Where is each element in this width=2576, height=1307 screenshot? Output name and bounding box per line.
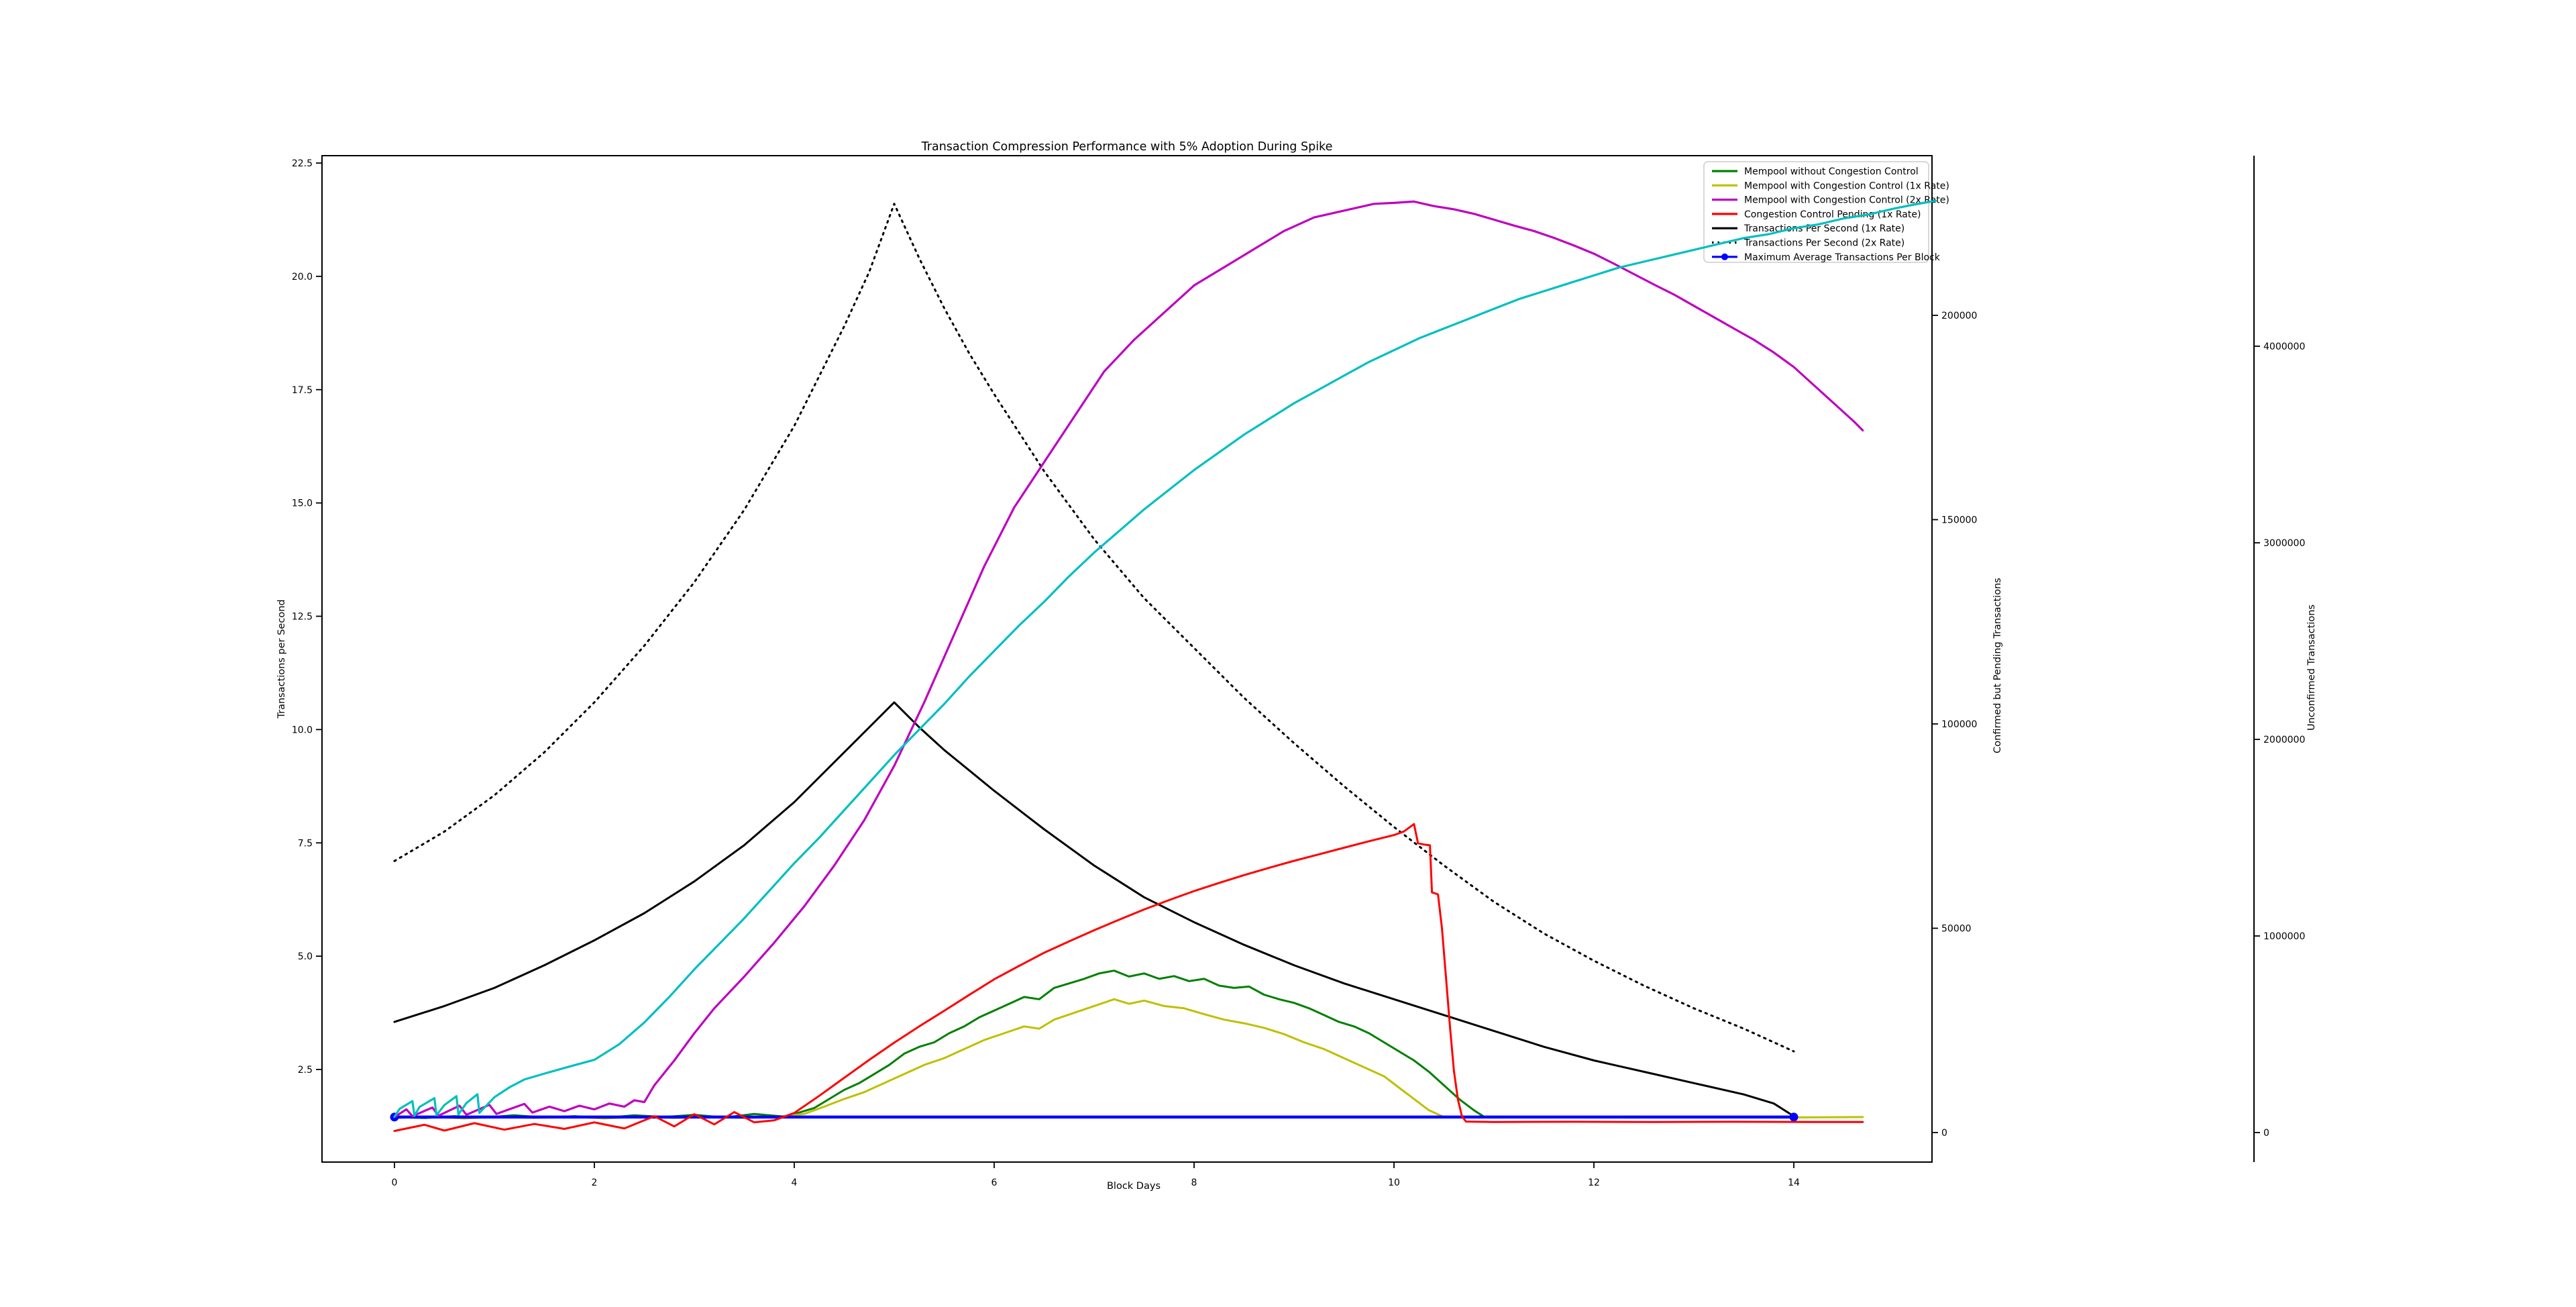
pending-tick-label: 0 [1941,1128,1947,1139]
x-tick-label: 0 [392,1178,398,1188]
x-tick-label: 12 [1588,1178,1600,1188]
legend-label: Transactions Per Second (2x Rate) [1743,238,1904,249]
legend-label: Mempool with Congestion Control (1x Rate… [1744,180,1949,191]
series-line-congestion-control-pending-1x-rate [393,823,1864,1133]
y-left-tick-label: 7.5 [298,838,313,849]
series-line-unconfirmed-transactions [393,199,1937,1118]
x-tick-label: 10 [1388,1178,1400,1188]
unconfirmed-tick-label: 0 [2263,1128,2269,1139]
legend: Mempool without Congestion Control Mempoo… [1703,161,1949,263]
unconfirmed-tick-label: 3000000 [2263,538,2305,549]
legend-label: Congestion Control Pending (1x Rate) [1744,209,1921,220]
legend-label: Transactions Per Second (1x Rate) [1743,223,1904,234]
series-line-transactions-per-second-2x-rate [393,203,1795,1053]
series-line-mempool-with-congestion-control-1x-rate [393,998,1864,1120]
pending-tick-label: 50000 [1941,924,1972,935]
y-left-tick-label: 5.0 [298,951,313,962]
pending-tick-label: 150000 [1941,515,1977,526]
x-axis-label: Block Days [1107,1181,1161,1192]
legend-label: Maximum Average Transactions Per Block [1744,252,1941,263]
chart-title: Transaction Compression Performance with… [921,140,1333,154]
plot-frame [321,155,1933,1163]
legend-swatch-marker [1721,253,1728,260]
axes-layer: 0 2 4 6 8 10 12 14 2.5 5.0 7.5 10.0 12.5 15.0 17.5 20.0… [292,155,2305,1188]
y-axis-label: Transactions per Second [276,599,287,719]
y-left-tick-label: 12.5 [292,612,313,623]
y-left-tick-label: 2.5 [298,1065,313,1076]
overlay-series-layer [393,199,1937,1118]
pending-tick-label: 100000 [1941,719,1977,730]
x-tick-label: 8 [1191,1178,1197,1188]
series-layer [390,200,1864,1133]
unconfirmed-tick-label: 4000000 [2263,342,2305,352]
series-line-transactions-per-second-1x-rate [393,701,1795,1118]
y-left-tick-label: 17.5 [292,385,313,396]
x-tick-label: 6 [991,1178,998,1188]
x-tick-label: 2 [592,1178,598,1188]
y-left-tick-label: 15.0 [292,499,313,509]
pending-axis-label: Confirmed but Pending Transactions [1992,578,2003,753]
series-line-mempool-without-congestion-control [393,970,1485,1119]
pending-tick-label: 200000 [1941,311,1977,321]
series-marker-maximum-average-transactions-per-block [1789,1112,1799,1122]
x-tick-label: 4 [792,1178,798,1188]
y-left-tick-label: 10.0 [292,725,313,735]
series-line-mempool-with-congestion-control-2x-rate [393,200,1864,1118]
y-left-tick-label: 20.0 [292,272,313,282]
legend-label: Mempool with Congestion Control (2x Rate… [1744,195,1949,206]
unconfirmed-axis-label: Unconfirmed Transactions [2306,605,2317,731]
unconfirmed-tick-label: 1000000 [2263,931,2305,942]
legend-box [1703,161,1929,263]
legend-label: Mempool without Congestion Control [1744,166,1919,177]
x-tick-label: 14 [1788,1178,1800,1188]
y-left-tick-label: 22.5 [292,158,313,169]
unconfirmed-tick-label: 2000000 [2263,735,2305,745]
